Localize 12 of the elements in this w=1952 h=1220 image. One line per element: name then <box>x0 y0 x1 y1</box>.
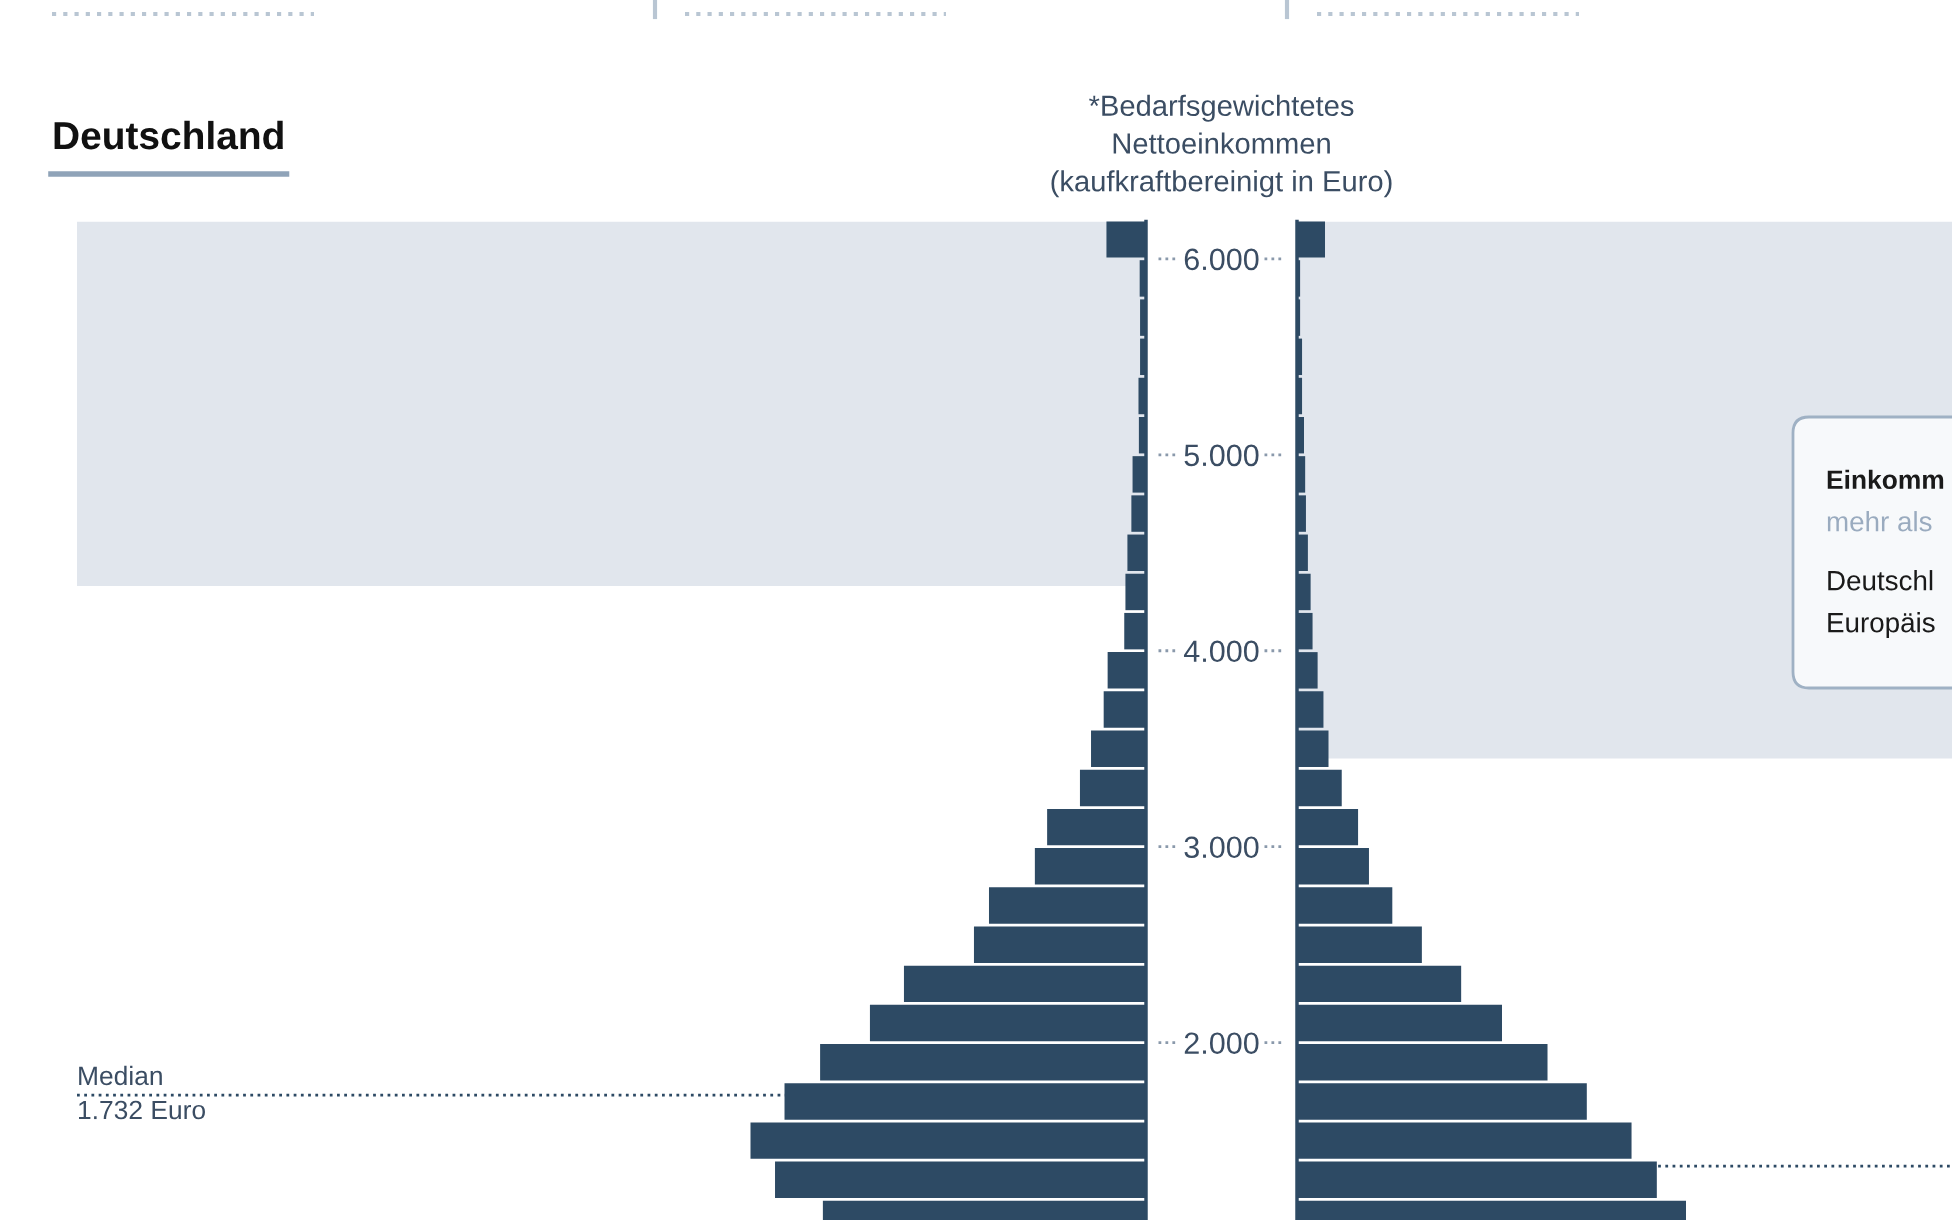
y-tick-label: 4.000 <box>1183 640 1259 663</box>
y-tick-label: 2.000 <box>1184 1032 1259 1055</box>
y-tick-label: 6.000 <box>1184 248 1259 271</box>
text: Deutschl <box>1828 570 1933 591</box>
text: Deutschland <box>54 120 283 150</box>
ref-line-label: Median 1.732 Euro <box>79 1065 205 1120</box>
y-axis-title: *Bedarfsgewichtetes Nettoeinkommen (kaufkraftbereinigt in Euro) <box>1051 94 1392 198</box>
text: Europäis <box>1828 612 1935 638</box>
text: Einkomm <box>1827 469 1944 490</box>
y-tick-label: 5.000 <box>1184 444 1259 467</box>
text: mehr als <box>1827 511 1932 532</box>
y-tick-label: 3.000 <box>1184 836 1259 859</box>
